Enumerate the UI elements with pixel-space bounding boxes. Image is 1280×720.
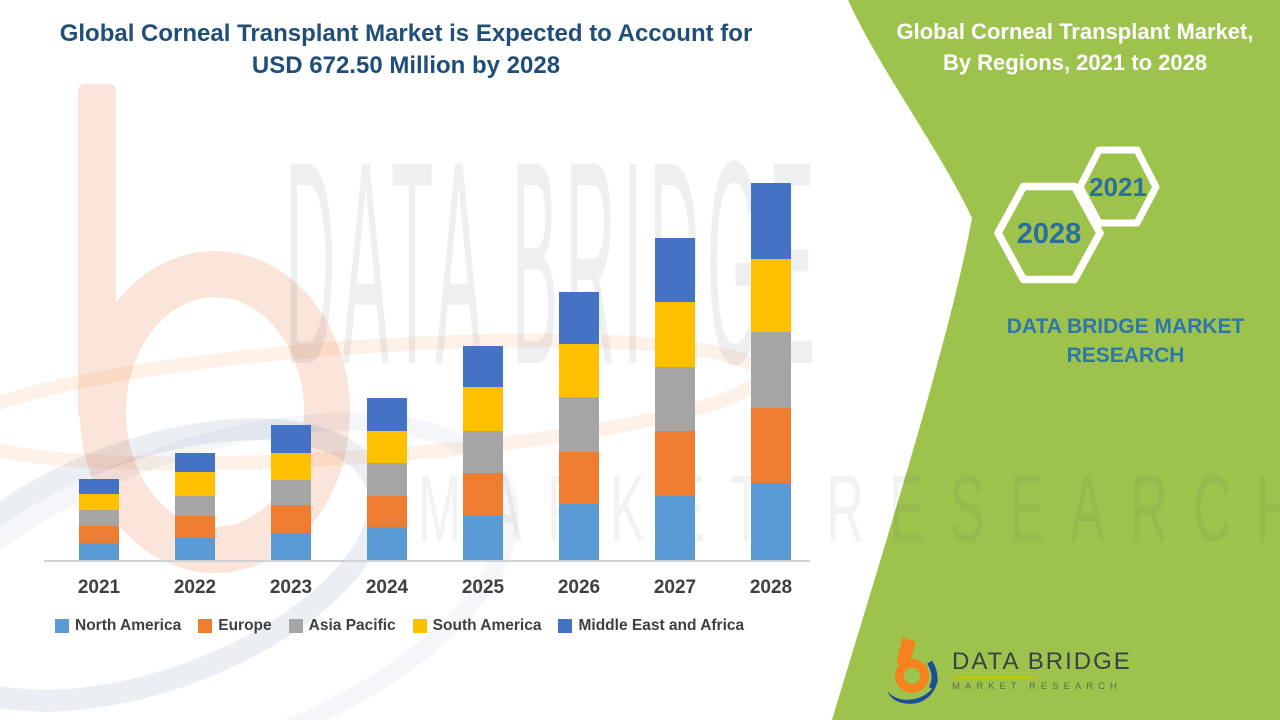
legend-swatch — [198, 619, 213, 633]
bar-segment — [79, 510, 119, 526]
x-axis-label: 2028 — [749, 577, 793, 598]
legend-swatch — [558, 619, 573, 633]
bar-segment — [175, 472, 215, 497]
x-axis-label: 2021 — [77, 577, 121, 598]
bar-2023 — [271, 425, 311, 561]
bar-2022 — [175, 452, 215, 561]
company-logo: DATA BRIDGE MARKET RESEARCH — [886, 634, 1156, 706]
bar-2026 — [559, 291, 599, 561]
bar-segment — [175, 537, 215, 561]
bar-segment — [559, 291, 599, 345]
bar-segment — [751, 332, 791, 408]
bar-segment — [463, 516, 503, 561]
bar-segment — [79, 494, 119, 511]
legend-label: North America — [75, 617, 182, 634]
x-axis-label: 2024 — [365, 577, 409, 598]
legend-swatch — [55, 619, 69, 633]
bar-segment — [175, 516, 215, 538]
bar-segment — [655, 237, 695, 302]
hexagon-2021 — [1076, 146, 1160, 227]
bar-segment — [367, 527, 407, 561]
legend-item: North America — [55, 617, 181, 635]
hexagon-2028 — [994, 182, 1104, 284]
bar-segment — [79, 525, 119, 543]
side-panel-title-line1: Global Corneal Transplant Market, — [896, 19, 1254, 44]
x-axis-line — [44, 560, 810, 562]
bar-segment — [271, 453, 311, 481]
bar-2021 — [79, 479, 119, 561]
bar-segment — [463, 473, 503, 516]
bar-segment — [271, 480, 311, 506]
year-hexagons: 2021 2028 — [994, 146, 1160, 284]
x-axis-label: 2022 — [173, 577, 217, 598]
logo-subtitle: MARKET RESEARCH — [952, 680, 1122, 692]
bar-segment — [559, 504, 599, 561]
legend-label: Europe — [218, 617, 272, 634]
bar-segment — [655, 496, 695, 561]
bar-segment — [751, 258, 791, 333]
bar-segment — [463, 387, 503, 431]
bar-segment — [271, 425, 311, 454]
bar-2025 — [463, 346, 503, 561]
bar-2027 — [655, 237, 695, 561]
bar-segment — [559, 396, 599, 452]
bar-segment — [271, 505, 311, 534]
bar-segment — [655, 366, 695, 431]
x-axis-label: 2026 — [557, 577, 601, 598]
bar-2028 — [751, 183, 791, 561]
legend-label: South America — [432, 617, 542, 634]
bar-segment — [751, 407, 791, 483]
legend-swatch — [412, 619, 427, 633]
bar-segment — [751, 183, 791, 259]
brand-text-line2: RESEARCH — [1066, 344, 1185, 367]
bar-segment — [463, 346, 503, 388]
logo-text-block: DATA BRIDGE MARKET RESEARCH — [952, 647, 1132, 692]
bar-segment — [463, 430, 503, 474]
brand-text-line1: DATA BRIDGE MARKET — [1006, 315, 1245, 338]
side-panel-title-line2: By Regions, 2021 to 2028 — [942, 50, 1208, 75]
bar-segment — [367, 496, 407, 528]
chart-legend: North America Europe Asia Pacific South Ame… — [55, 617, 744, 635]
bar-segment — [175, 452, 215, 473]
bar-segment — [79, 542, 119, 561]
hexagon-2021-label: 2021 — [1089, 172, 1147, 202]
legend-label: Asia Pacific — [308, 617, 396, 634]
logo-b-icon — [887, 636, 939, 704]
bar-segment — [559, 344, 599, 397]
logo-name: DATA BRIDGE — [952, 647, 1132, 675]
bar-2024 — [367, 398, 407, 561]
logo-underline — [954, 675, 1036, 679]
hexagon-2028-label: 2028 — [1017, 218, 1082, 250]
bar-segment — [367, 398, 407, 431]
bar-segment — [751, 482, 791, 561]
page-title-line1: Global Corneal Transplant Market is Expe… — [59, 20, 753, 47]
x-axis-label: 2027 — [653, 577, 697, 598]
bar-segment — [655, 430, 695, 496]
legend-item: Middle East and Africa — [558, 617, 744, 635]
bar-segment — [559, 451, 599, 505]
legend-swatch — [288, 619, 303, 633]
bar-segment — [175, 496, 215, 517]
x-axis-label: 2023 — [269, 577, 313, 598]
bar-segment — [271, 533, 311, 561]
legend-item: Asia Pacific — [288, 617, 396, 635]
side-panel-title: Global Corneal Transplant Market, By Reg… — [878, 16, 1272, 78]
legend-item: South America — [412, 617, 542, 635]
bar-segment — [79, 479, 119, 495]
brand-text: DATA BRIDGE MARKET RESEARCH — [958, 312, 1280, 370]
x-axis-label: 2025 — [461, 577, 505, 598]
page-title-line2: USD 672.50 Million by 2028 — [251, 52, 561, 79]
legend-item: Europe — [198, 617, 272, 635]
page-title: Global Corneal Transplant Market is Expe… — [32, 18, 780, 82]
bar-segment — [367, 462, 407, 497]
bar-segment — [655, 301, 695, 367]
legend-label: Middle East and Africa — [578, 617, 745, 634]
bar-segment — [367, 430, 407, 463]
